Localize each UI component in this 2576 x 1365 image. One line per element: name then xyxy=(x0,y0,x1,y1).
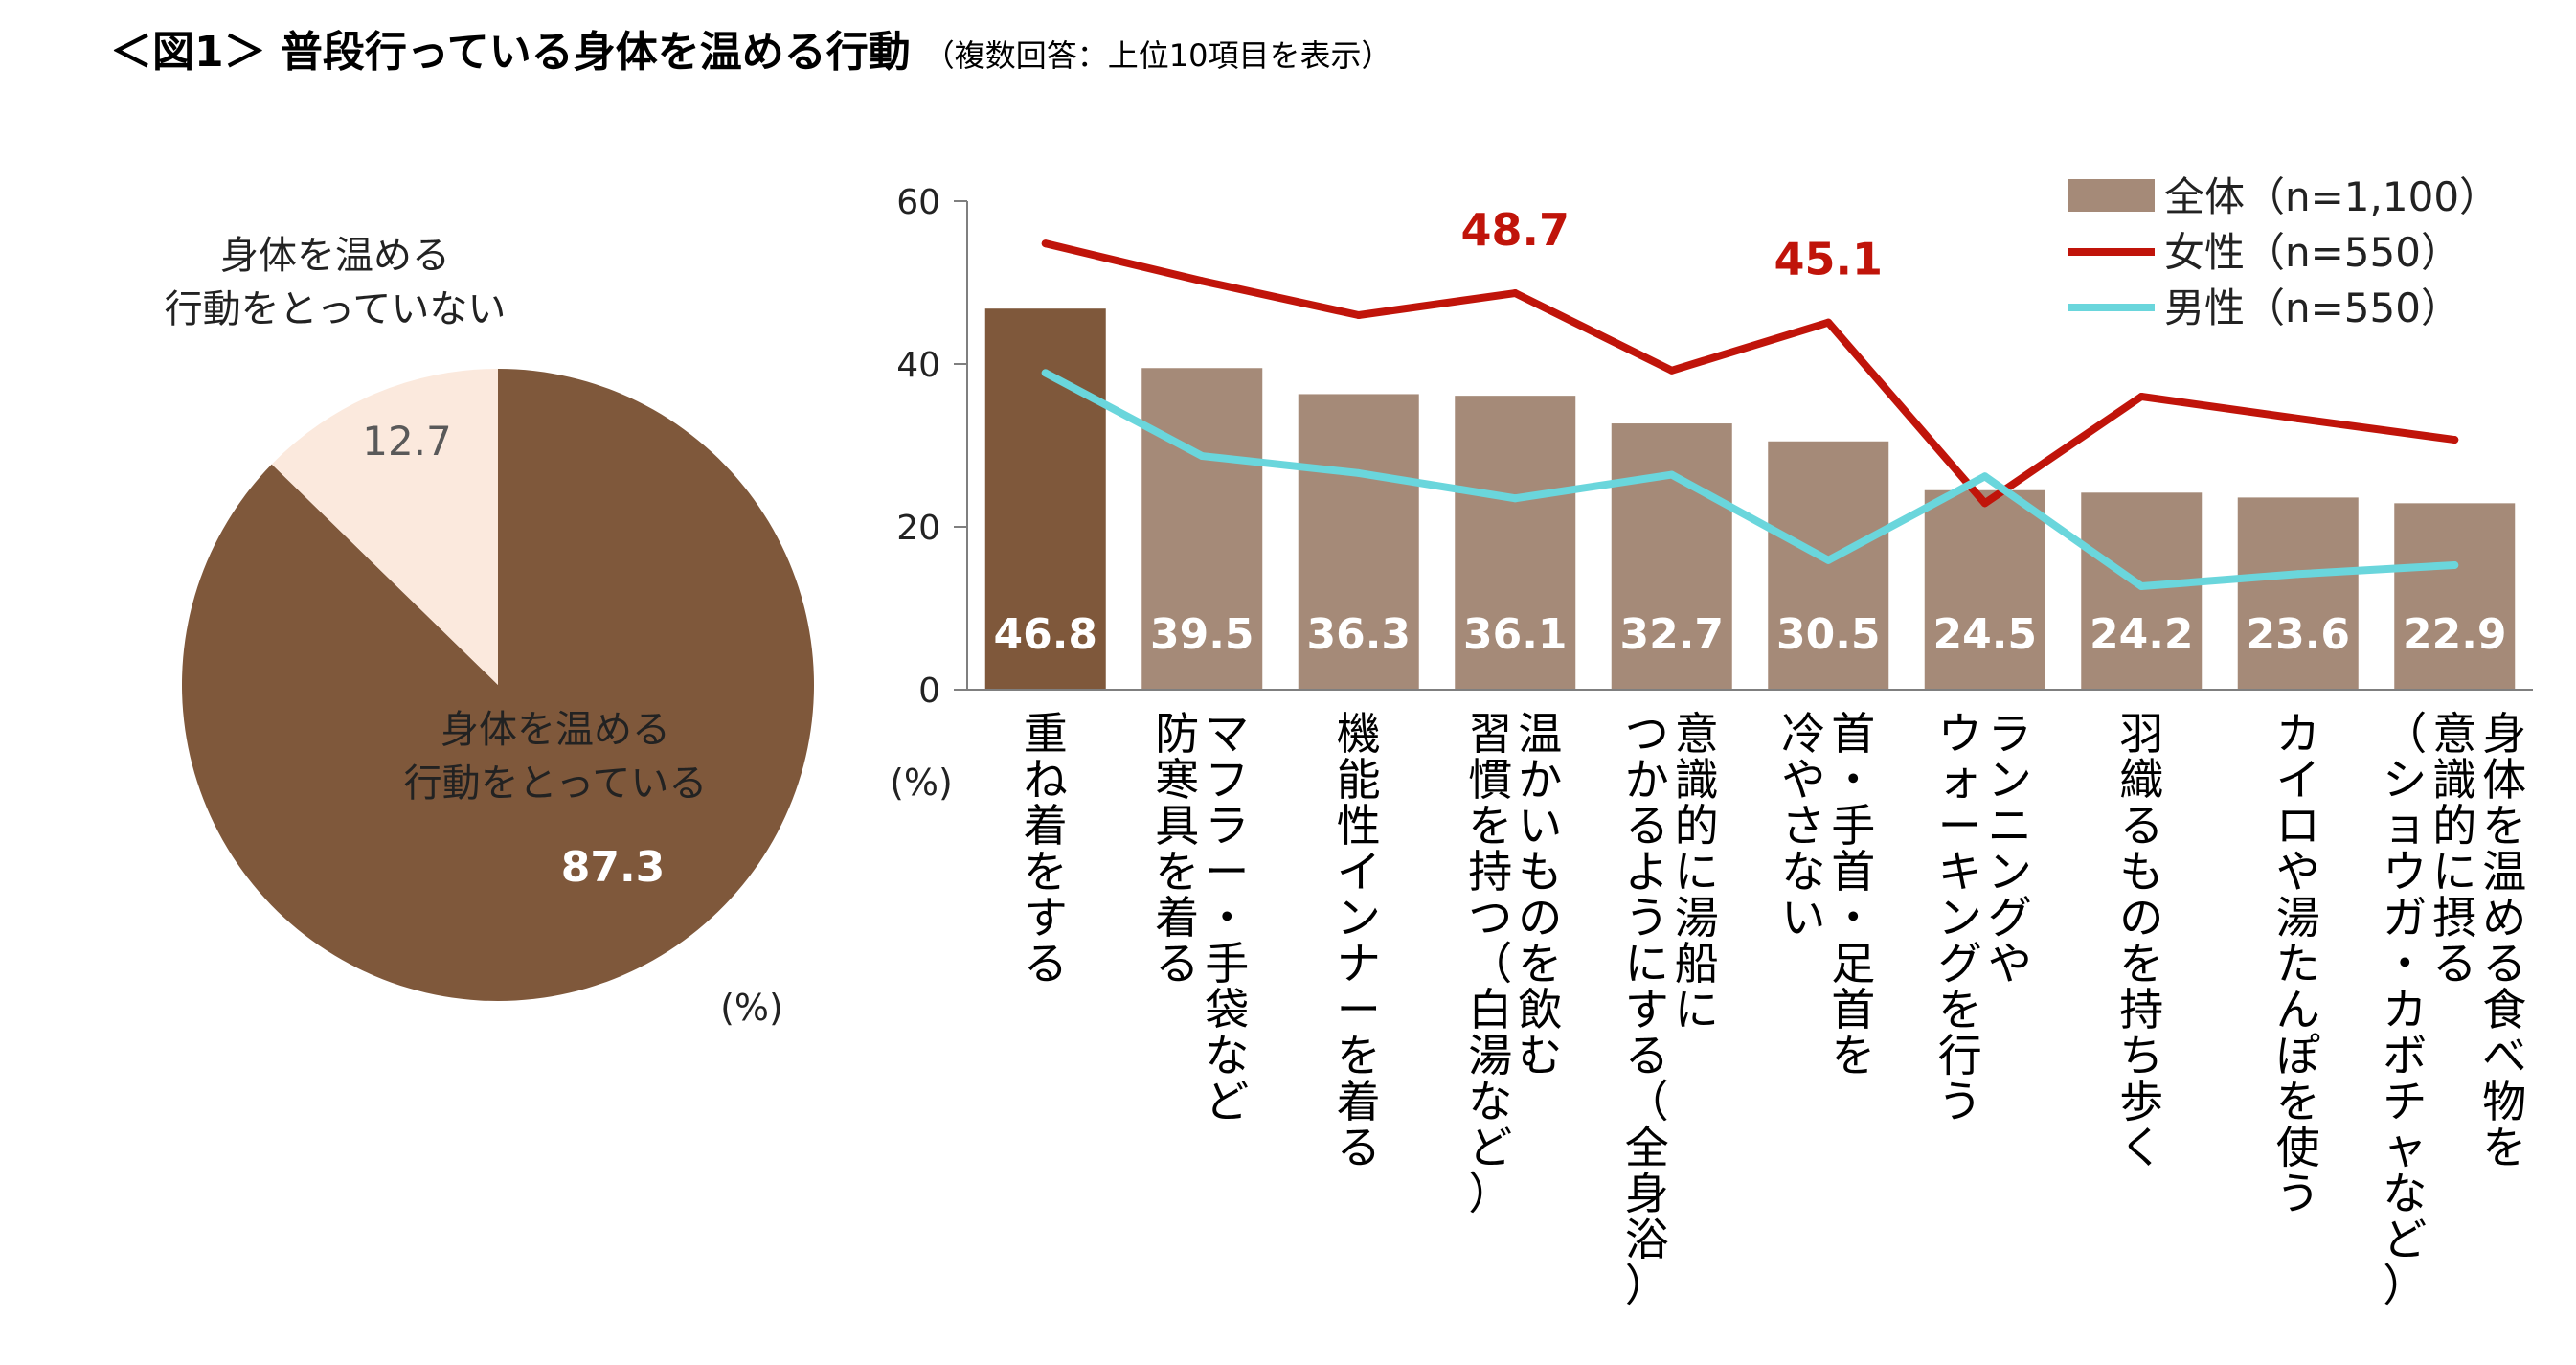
line-point xyxy=(1511,289,1520,298)
line-annotation: 45.1 xyxy=(1774,234,1884,285)
x-category-label: 身体を温める食べ物を xyxy=(2482,708,2526,1173)
bar-value-label: 24.2 xyxy=(2090,610,2194,659)
pie-slice-label: 身体を温める xyxy=(220,234,450,278)
line-point xyxy=(1041,239,1050,248)
pie-slice xyxy=(271,369,498,685)
y-tick-label: 40 xyxy=(896,346,940,385)
line-point xyxy=(2451,436,2459,444)
bar xyxy=(2081,492,2203,690)
line-annotation: 48.7 xyxy=(1461,204,1570,256)
bar xyxy=(2237,497,2359,690)
pie-value-label: 12.7 xyxy=(362,418,452,465)
bar-line-chart: 0 20 40 60 (%) 46.8 39.5 36.3 36.1 32.7 30.5 24.5 24… xyxy=(890,173,2533,1311)
line-point xyxy=(1824,318,1833,327)
x-category-label: ランニングや xyxy=(1988,708,2032,990)
bar xyxy=(2394,503,2516,690)
x-category-label: カイロや湯たんぽを使う xyxy=(2276,708,2320,1219)
line-point xyxy=(1354,468,1363,477)
line-point xyxy=(1041,369,1050,377)
x-category-label: （ショウガ・カボチャなど） xyxy=(2383,708,2427,1311)
bar-value-label: 36.3 xyxy=(1306,610,1411,659)
bar-value-label: 32.7 xyxy=(1619,610,1724,659)
bar xyxy=(1141,368,1263,690)
bar xyxy=(1924,489,2045,690)
x-category-label: マフラー・手袋など xyxy=(1205,708,1249,1127)
line-point xyxy=(2294,570,2302,579)
legend-label: 女性（n=550） xyxy=(2164,229,2461,276)
y-tick-label: 60 xyxy=(896,183,940,222)
x-category-label: ウォーキングを行う xyxy=(1938,708,1982,1127)
bar-value-label: 30.5 xyxy=(1776,610,1881,659)
legend-label: 全体（n=1,100） xyxy=(2164,173,2499,220)
bar-value-label: 24.5 xyxy=(1932,610,2037,659)
line-point xyxy=(1354,311,1363,319)
chart-title: ＜図1＞ 普段行っている身体を温める行動 （複数回答：上位10項目を表示） xyxy=(110,17,1391,79)
x-category-label: 意識的に摂る xyxy=(2432,708,2476,990)
x-category-label: 意識的に湯船に xyxy=(1675,708,1719,1035)
bar xyxy=(1298,394,1419,690)
x-category-label: 習慣を持つ（白湯など） xyxy=(1468,708,1512,1219)
x-category-label: 冷やさない xyxy=(1781,708,1825,944)
bar-value-label: 23.6 xyxy=(2246,610,2350,659)
y-tick-label: 0 xyxy=(918,671,940,711)
pie-slice-label: 身体を温める xyxy=(441,708,670,752)
bar-value-label: 46.8 xyxy=(993,610,1097,659)
bar xyxy=(1768,441,1889,690)
line-point xyxy=(1511,494,1520,503)
line-point xyxy=(1824,556,1833,564)
x-category-label: 温かいものを飲む xyxy=(1518,708,1562,1081)
line-point xyxy=(2137,582,2146,591)
x-category-label: 機能性インナーを着る xyxy=(1337,708,1381,1173)
y-unit-label: (%) xyxy=(890,762,953,804)
title-subtitle: （複数回答：上位10項目を表示） xyxy=(923,37,1392,74)
x-category-label: つかるようにする（全身浴） xyxy=(1625,708,1669,1311)
bar xyxy=(1455,396,1576,690)
x-category-label: 防寒具を着る xyxy=(1155,708,1199,990)
x-category-label: 首・手首・足首を xyxy=(1831,708,1875,1081)
series-line xyxy=(1041,369,2459,591)
pie-slice-label: 行動をとっている xyxy=(404,762,708,806)
x-category-label: 重ね着をする xyxy=(1024,708,1068,990)
line-point xyxy=(1667,470,1676,479)
series-line xyxy=(1041,239,2459,508)
line-point xyxy=(2137,393,2146,400)
line-point xyxy=(1198,452,1207,461)
line-point xyxy=(2294,414,2302,422)
bar-value-label: 22.9 xyxy=(2403,610,2507,659)
bar-value-label: 36.1 xyxy=(1463,610,1568,659)
pie-slice-label: 行動をとっていない xyxy=(165,287,507,331)
line-point xyxy=(1980,499,1989,508)
line-point xyxy=(2451,560,2459,569)
x-category-label: 羽織るものを持ち歩く xyxy=(2119,708,2163,1173)
line-point xyxy=(1980,472,1989,481)
title-main: ＜図1＞ 普段行っている身体を温める行動 xyxy=(110,28,911,77)
pie-value-label: 87.3 xyxy=(561,843,666,892)
legend-label: 男性（n=550） xyxy=(2164,284,2461,331)
y-tick-label: 20 xyxy=(896,509,940,548)
legend-swatch xyxy=(2068,179,2155,212)
line-point xyxy=(1198,277,1207,285)
line-point xyxy=(1667,366,1676,375)
bar xyxy=(1611,423,1732,690)
pie-unit-label: (%) xyxy=(720,987,783,1029)
bar-value-label: 39.5 xyxy=(1150,610,1254,659)
